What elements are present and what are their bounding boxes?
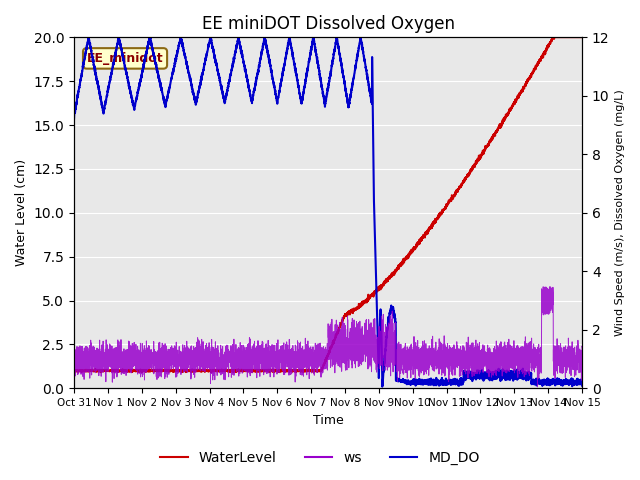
Title: EE miniDOT Dissolved Oxygen: EE miniDOT Dissolved Oxygen bbox=[202, 15, 454, 33]
Text: EE_minidot: EE_minidot bbox=[87, 52, 163, 65]
WaterLevel bbox=[375, 286, 383, 291]
Line: WaterLevel: WaterLevel bbox=[74, 37, 582, 372]
ws bbox=[579, 344, 586, 350]
ws bbox=[449, 360, 457, 365]
MD_DO bbox=[378, 384, 386, 390]
WaterLevel bbox=[163, 367, 170, 372]
ws bbox=[375, 345, 383, 350]
MD_DO bbox=[70, 116, 78, 122]
ws bbox=[401, 350, 408, 356]
WaterLevel bbox=[449, 194, 457, 200]
WaterLevel bbox=[550, 35, 557, 40]
MD_DO bbox=[579, 383, 586, 388]
ws bbox=[70, 365, 78, 371]
MD_DO bbox=[488, 372, 496, 378]
X-axis label: Time: Time bbox=[313, 414, 344, 427]
ws bbox=[163, 343, 170, 349]
ws bbox=[488, 358, 495, 364]
Y-axis label: Wind Speed (m/s), Dissolved Oxygen (mg/L): Wind Speed (m/s), Dissolved Oxygen (mg/L… bbox=[615, 89, 625, 336]
ws bbox=[547, 284, 554, 289]
WaterLevel bbox=[401, 257, 408, 263]
MD_DO bbox=[264, 53, 272, 59]
MD_DO bbox=[163, 98, 170, 104]
MD_DO bbox=[84, 35, 92, 40]
WaterLevel bbox=[488, 136, 496, 142]
WaterLevel bbox=[579, 35, 586, 40]
ws bbox=[264, 337, 272, 343]
Line: MD_DO: MD_DO bbox=[74, 37, 582, 387]
MD_DO bbox=[375, 375, 383, 381]
Legend: WaterLevel, ws, MD_DO: WaterLevel, ws, MD_DO bbox=[154, 445, 486, 471]
Y-axis label: Water Level (cm): Water Level (cm) bbox=[15, 159, 28, 266]
ws bbox=[534, 384, 541, 390]
MD_DO bbox=[401, 380, 408, 385]
Line: ws: ws bbox=[74, 287, 582, 387]
MD_DO bbox=[449, 376, 457, 382]
WaterLevel bbox=[97, 370, 104, 375]
WaterLevel bbox=[70, 368, 78, 373]
WaterLevel bbox=[264, 367, 272, 372]
